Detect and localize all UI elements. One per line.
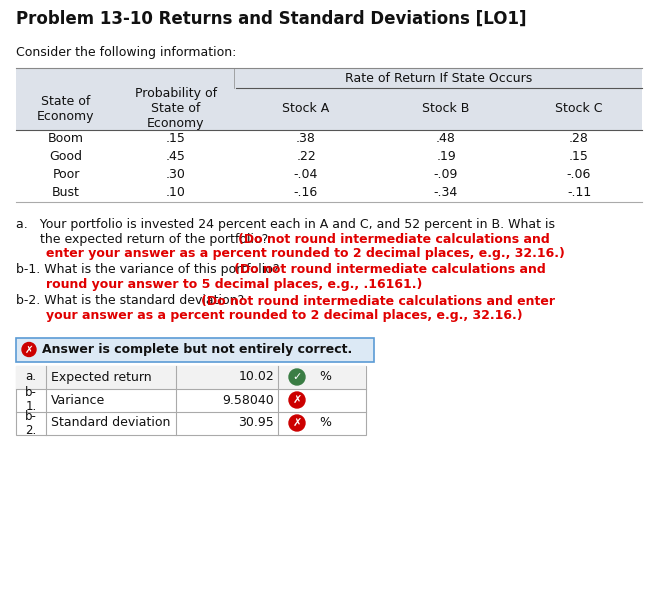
Text: .15: .15 bbox=[166, 133, 186, 145]
Text: Variance: Variance bbox=[51, 393, 105, 406]
Text: .22: .22 bbox=[296, 150, 316, 164]
Text: Poor: Poor bbox=[53, 169, 80, 181]
Text: ✗: ✗ bbox=[292, 395, 301, 405]
Text: ✗: ✗ bbox=[24, 345, 34, 354]
Text: ✗: ✗ bbox=[292, 418, 301, 428]
Bar bbox=[16, 365, 366, 434]
Text: .15: .15 bbox=[569, 150, 589, 164]
Text: .30: .30 bbox=[166, 169, 186, 181]
Text: b-2. What is the standard deviation?: b-2. What is the standard deviation? bbox=[16, 295, 248, 307]
Text: a.   Your portfolio is invested 24 percent each in A and C, and 52 percent in B.: a. Your portfolio is invested 24 percent… bbox=[16, 218, 555, 231]
Circle shape bbox=[289, 392, 305, 408]
Text: Stock C: Stock C bbox=[555, 103, 603, 115]
Text: the expected return of the portfolio?: the expected return of the portfolio? bbox=[16, 233, 272, 246]
Text: Rate of Return If State Occurs: Rate of Return If State Occurs bbox=[345, 71, 532, 84]
Text: 30.95: 30.95 bbox=[238, 417, 274, 430]
Text: Problem 13-10 Returns and Standard Deviations [LO1]: Problem 13-10 Returns and Standard Devia… bbox=[16, 10, 526, 28]
Text: .48: .48 bbox=[436, 133, 456, 145]
Text: -.34: -.34 bbox=[434, 186, 458, 200]
Circle shape bbox=[289, 369, 305, 385]
Text: .10: .10 bbox=[166, 186, 186, 200]
Text: (Do not round intermediate calculations and enter: (Do not round intermediate calculations … bbox=[201, 295, 555, 307]
Text: %: % bbox=[319, 370, 331, 384]
Text: -.11: -.11 bbox=[567, 186, 591, 200]
Text: Good: Good bbox=[49, 150, 82, 164]
Text: 10.02: 10.02 bbox=[238, 370, 274, 384]
Circle shape bbox=[289, 415, 305, 431]
Text: Stock B: Stock B bbox=[422, 103, 470, 115]
Text: -.06: -.06 bbox=[567, 169, 591, 181]
Text: .19: .19 bbox=[436, 150, 456, 164]
Text: Standard deviation: Standard deviation bbox=[51, 417, 170, 430]
Text: -.04: -.04 bbox=[294, 169, 318, 181]
Text: %: % bbox=[319, 417, 331, 430]
Text: Bust: Bust bbox=[52, 186, 80, 200]
Text: a.: a. bbox=[26, 370, 36, 384]
Text: (Do not round intermediate calculations and: (Do not round intermediate calculations … bbox=[238, 233, 549, 246]
Text: .38: .38 bbox=[296, 133, 316, 145]
Text: Stock A: Stock A bbox=[282, 103, 330, 115]
Text: State of
Economy: State of Economy bbox=[38, 95, 95, 123]
Text: 9.58040: 9.58040 bbox=[222, 393, 274, 406]
Text: (Do not round intermediate calculations and: (Do not round intermediate calculations … bbox=[234, 263, 545, 277]
Text: b-1. What is the variance of this portfolio?: b-1. What is the variance of this portfo… bbox=[16, 263, 284, 277]
Text: -.09: -.09 bbox=[434, 169, 458, 181]
Text: ✓: ✓ bbox=[292, 372, 301, 382]
Bar bbox=[16, 68, 642, 130]
Bar bbox=[16, 365, 366, 389]
Text: Answer is complete but not entirely correct.: Answer is complete but not entirely corr… bbox=[42, 343, 352, 356]
Text: Probability of
State of
Economy: Probability of State of Economy bbox=[135, 87, 217, 131]
Text: Consider the following information:: Consider the following information: bbox=[16, 46, 236, 59]
Text: b-
1.: b- 1. bbox=[25, 387, 37, 414]
Text: Expected return: Expected return bbox=[51, 370, 151, 384]
Circle shape bbox=[22, 343, 36, 356]
Text: your answer as a percent rounded to 2 decimal places, e.g., 32.16.): your answer as a percent rounded to 2 de… bbox=[46, 309, 522, 322]
Text: enter your answer as a percent rounded to 2 decimal places, e.g., 32.16.): enter your answer as a percent rounded t… bbox=[46, 247, 565, 260]
Text: round your answer to 5 decimal places, e.g., .16161.): round your answer to 5 decimal places, e… bbox=[46, 278, 422, 291]
Text: .28: .28 bbox=[569, 133, 589, 145]
Text: b-
2.: b- 2. bbox=[25, 409, 37, 436]
Text: Boom: Boom bbox=[48, 133, 84, 145]
Text: .45: .45 bbox=[166, 150, 186, 164]
Bar bbox=[16, 337, 374, 362]
Text: -.16: -.16 bbox=[294, 186, 318, 200]
